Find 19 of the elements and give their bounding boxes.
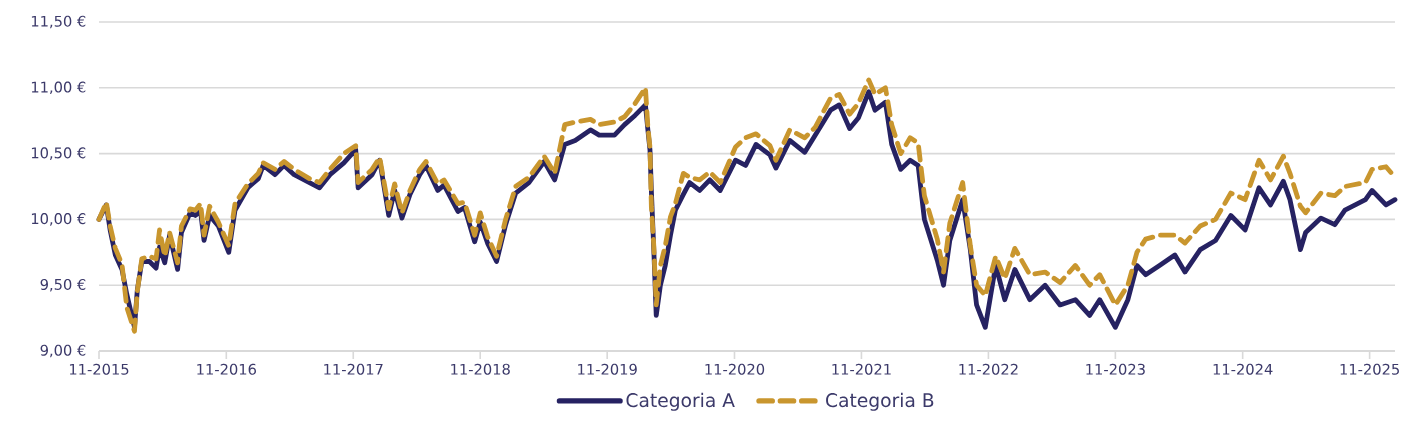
y-tick-label: 10,50 €	[31, 147, 86, 160]
x-tick-label: 11-2016	[197, 363, 257, 375]
y-tick-label: 11,50 €	[31, 15, 86, 29]
x-tick-label: 11-2025	[1340, 363, 1399, 375]
x-tick-label: 11-2021	[832, 363, 891, 375]
y-tick-label: 9,50 €	[40, 278, 86, 292]
x-tick-label: 11-2022	[959, 363, 1018, 375]
y-tick-label: 11,00 €	[31, 81, 86, 95]
legend-label: Categoria A	[626, 392, 735, 411]
x-tick-label: 11-2020	[705, 363, 765, 375]
x-tick-label: 11-2015	[69, 363, 129, 375]
x-tick-label: 11-2017	[324, 363, 383, 375]
legend-label: Categoria B	[826, 392, 934, 411]
y-tick-label: 9,00 €	[40, 344, 86, 358]
x-tick-label: 11-2024	[1213, 363, 1273, 375]
y-tick-label: 10,00 €	[31, 213, 86, 226]
x-tick-label: 11-2018	[451, 363, 510, 375]
x-tick-label: 11-2019	[578, 363, 637, 375]
x-tick-label: 11-2023	[1086, 363, 1145, 375]
